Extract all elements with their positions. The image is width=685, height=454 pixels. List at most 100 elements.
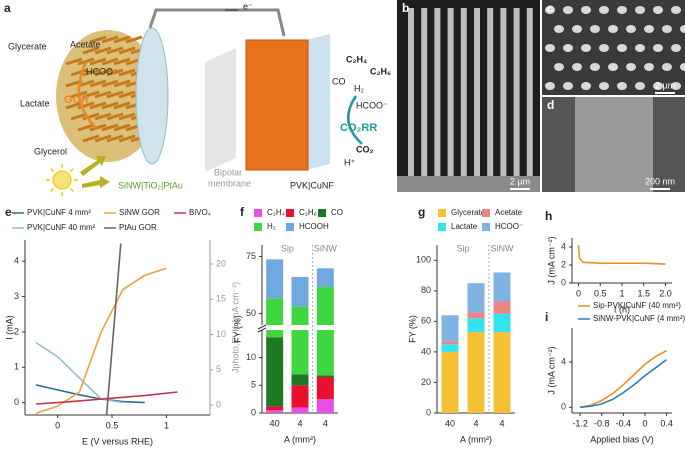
pillar-top xyxy=(671,6,681,14)
product: CO xyxy=(332,76,346,86)
panel-label: f xyxy=(240,205,245,219)
y-tick-label: 0 xyxy=(14,397,19,407)
legend-label: H₂ xyxy=(267,222,276,231)
membrane-label: Bipolar xyxy=(214,167,242,177)
nanowire xyxy=(101,35,119,44)
membrane-label: membrane xyxy=(208,178,251,188)
y-tick-label: 60 xyxy=(421,316,431,326)
nanowire xyxy=(118,112,136,121)
legend-label: PVK|CuNF 4 mm² xyxy=(27,208,91,217)
nanowire xyxy=(82,112,100,121)
y-tick-label: 4 xyxy=(14,256,19,266)
bar-segment xyxy=(266,406,284,411)
y-tick-label: 100 xyxy=(416,255,431,265)
y-tick-label: 75 xyxy=(246,251,256,261)
nanowire xyxy=(82,134,100,143)
x-tick-label: 0 xyxy=(576,288,581,298)
sun-ray xyxy=(69,168,74,173)
pillar-top xyxy=(653,82,663,90)
pillar-top xyxy=(599,82,609,90)
nanowire xyxy=(82,46,100,55)
y-tick-label: 5 xyxy=(251,380,256,390)
nanowire xyxy=(118,68,136,77)
axis-break xyxy=(257,324,267,330)
y-tick-label: 80 xyxy=(421,285,431,295)
group-label: Sip xyxy=(281,243,294,253)
pillar-top xyxy=(635,44,645,52)
pillar-top xyxy=(662,63,672,71)
x-tick-label: 1.5 xyxy=(637,288,650,298)
y-tick-label: 4 xyxy=(561,241,566,251)
product: C₂H₆ xyxy=(370,66,391,76)
sun xyxy=(52,170,72,190)
legend-label: PtAu GOR xyxy=(119,223,157,232)
nanowire xyxy=(82,68,100,77)
legend-swatch xyxy=(438,223,446,231)
legend-label: SiNW GOR xyxy=(119,208,160,217)
y-axis-label: J (mA cm⁻²) xyxy=(546,236,556,284)
molecule: HCOO⁻ xyxy=(86,66,118,76)
nanowire xyxy=(113,123,131,132)
pillar-top xyxy=(599,6,609,14)
x-axis-label: Applied bias (V) xyxy=(590,434,654,444)
bar-segment xyxy=(266,330,284,338)
x-tick-label: 0 xyxy=(642,418,647,428)
bar-segment xyxy=(316,375,334,378)
legend-label: C₂H₆ xyxy=(299,208,317,217)
anode-disc xyxy=(135,27,169,165)
scale-bar-label: 2 μm xyxy=(655,80,675,90)
nanowire xyxy=(94,90,112,99)
nanowire xyxy=(106,46,124,55)
y-axis-label: FY (%) xyxy=(232,315,242,343)
bar-segment xyxy=(441,344,459,352)
y-tick-label: 0 xyxy=(426,407,431,417)
panel-label: i xyxy=(545,310,548,324)
molecule: Lactate xyxy=(20,98,50,108)
x-tick-label: -1.2 xyxy=(572,418,588,428)
x-tick-label: 4 xyxy=(323,418,328,428)
nanowire xyxy=(118,46,136,55)
decoration xyxy=(46,0,685,196)
scale-bar-label: 200 nm xyxy=(645,176,675,186)
bar-segment xyxy=(291,374,309,386)
x-tick-label: 4 xyxy=(473,418,478,428)
pillar-top xyxy=(635,6,645,14)
pillar-top xyxy=(680,63,685,71)
legend-label: Glycerate xyxy=(451,208,486,217)
nanowire xyxy=(94,46,112,55)
pillar-top xyxy=(581,6,591,14)
bar-segment xyxy=(441,351,459,413)
x-tick-label: 0.5 xyxy=(106,420,119,430)
y-tick-label: 2 xyxy=(561,259,566,269)
pillar-top xyxy=(581,82,591,90)
scale-bar-label: 2 μm xyxy=(510,176,530,186)
cathode xyxy=(245,39,309,171)
pillar-top xyxy=(581,44,591,52)
nanowire xyxy=(106,134,124,143)
anode-label: SiNW|TiO₂|PtAu xyxy=(118,180,183,190)
molecule: Acetate xyxy=(70,39,101,49)
x-tick-label: 0.5 xyxy=(594,288,607,298)
bar-segment xyxy=(441,315,459,342)
pillar-top xyxy=(545,82,555,90)
data-line xyxy=(35,391,178,405)
nanowire xyxy=(77,57,95,66)
bar-segment xyxy=(291,330,309,375)
y-tick-label: 40 xyxy=(421,346,431,356)
panel-label: a xyxy=(4,1,11,15)
nanowire xyxy=(113,79,131,88)
pillar-top xyxy=(626,63,636,71)
bar-segment xyxy=(493,332,511,413)
pillar-top xyxy=(554,25,564,33)
cathode-label: PVK|CuNF xyxy=(290,180,334,190)
y-tick-label: 10 xyxy=(216,329,226,339)
nanowire xyxy=(106,68,124,77)
pillar-top xyxy=(680,25,685,33)
pillar-top xyxy=(545,44,555,52)
y-tick-label: 4 xyxy=(561,356,566,366)
pillar-close xyxy=(575,97,653,192)
pillar xyxy=(408,8,414,180)
wire xyxy=(148,8,286,37)
group-label: SiNW xyxy=(491,243,515,253)
bar-segment xyxy=(316,399,334,413)
